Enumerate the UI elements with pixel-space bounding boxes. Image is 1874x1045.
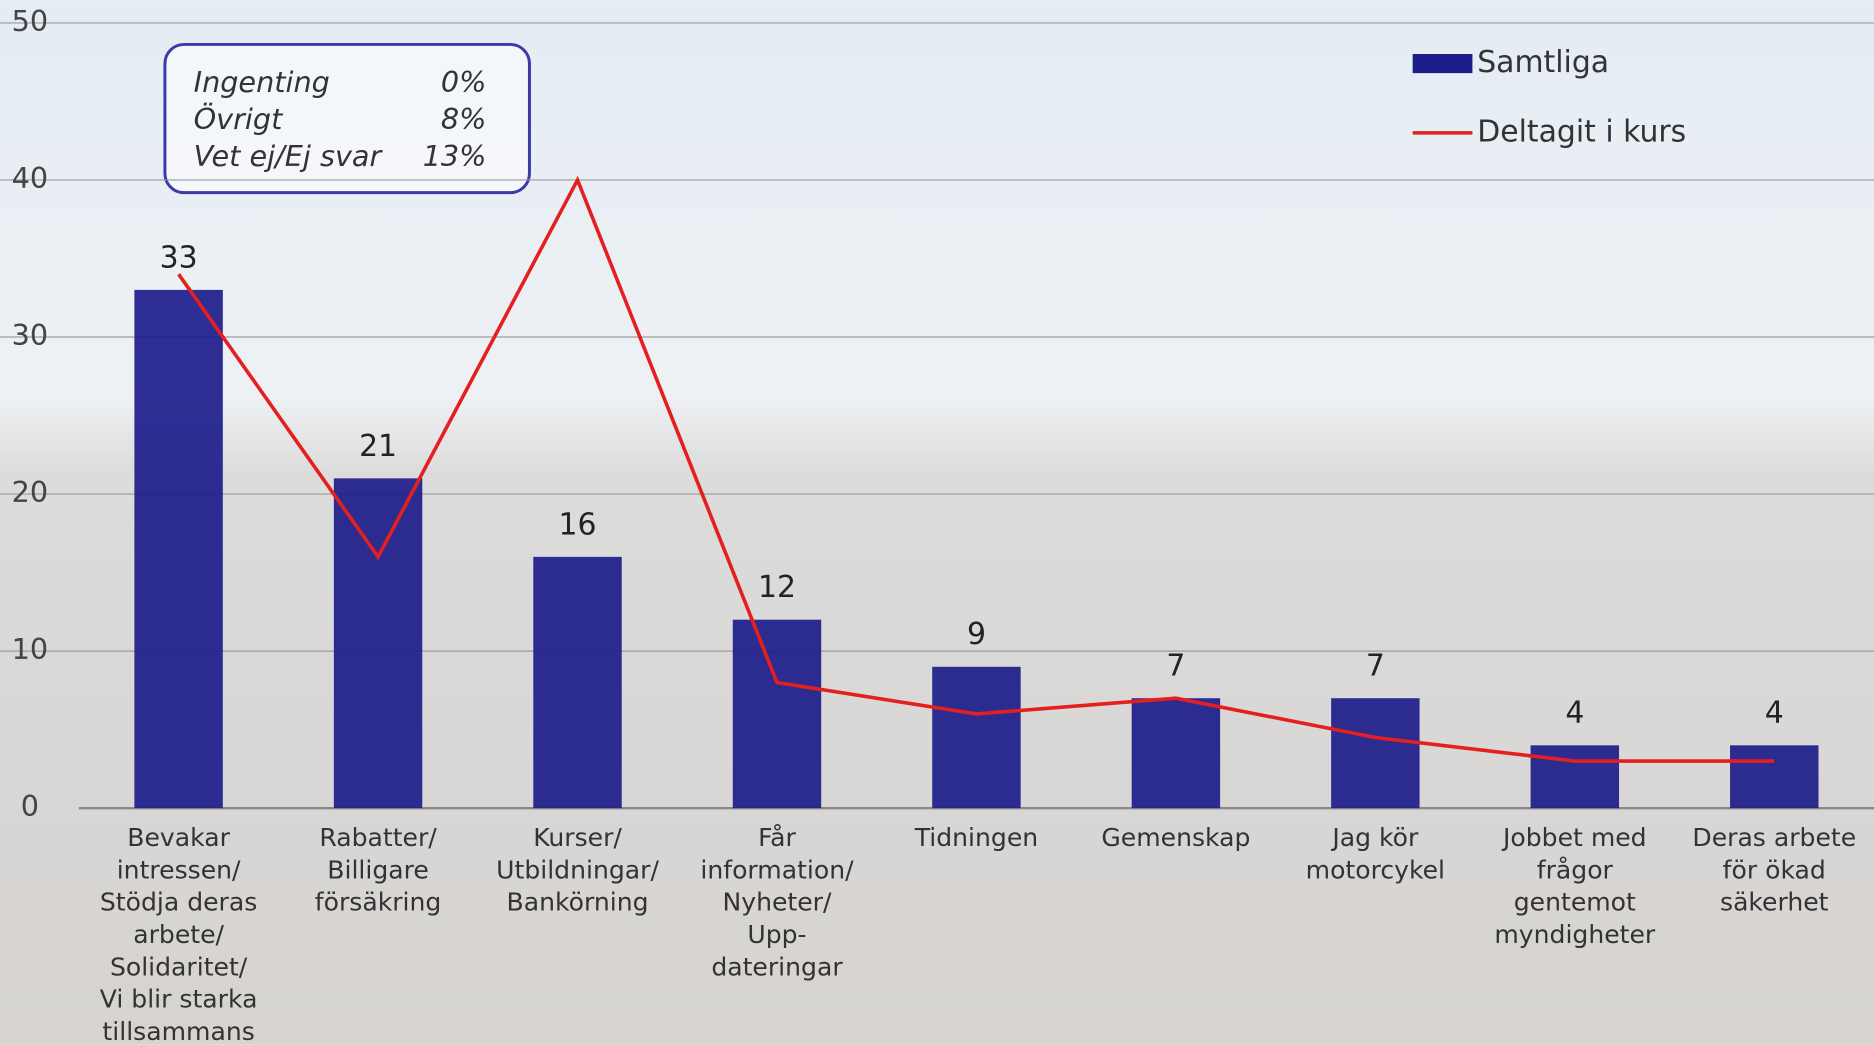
bar [732, 619, 822, 809]
x-tick-label-line: motorcykel [1306, 855, 1445, 884]
data-label: 4 [1765, 696, 1784, 731]
x-tick-label: Gemenskap [1101, 823, 1250, 852]
x-tick-label: Får information/Nyheter/Upp-dateringar [700, 823, 854, 981]
data-label: 21 [359, 429, 397, 464]
data-label: 12 [758, 570, 796, 605]
x-tick-label-line: Kurser/ [533, 823, 622, 852]
x-tick-label-line: försäkring [315, 888, 442, 917]
x-tick-label-line: information/ [700, 855, 854, 884]
x-tick-label-line: Stödja deras [100, 888, 257, 917]
x-tick-label-line: myndigheter [1494, 920, 1656, 949]
x-tick-label-line: dateringar [711, 952, 843, 981]
annotation-box [163, 42, 531, 195]
x-tick-label-line: Får [758, 823, 796, 852]
legend-swatch [1412, 54, 1473, 74]
data-label: 7 [1166, 649, 1185, 684]
x-tick-label-line: Gemenskap [1101, 823, 1250, 852]
y-tick-label: 20 [12, 475, 48, 509]
x-tick-label: Rabatter/Billigare försäkring [315, 823, 442, 917]
x-tick-label-line: Solidaritet/ [110, 952, 248, 981]
y-tick-label: 0 [21, 789, 39, 823]
annotation-value: 8% [441, 102, 487, 136]
y-tick-label: 50 [12, 4, 48, 38]
x-tick-label-line: Jag kör [1330, 823, 1419, 852]
bar [932, 666, 1021, 809]
bar [533, 556, 622, 809]
x-tick-label-line: arbete/ [133, 920, 224, 949]
data-label: 9 [967, 617, 986, 652]
line [177, 175, 1775, 763]
y-tick-label: 40 [12, 161, 48, 195]
y-tick-label: 10 [12, 632, 48, 666]
bar [1331, 698, 1420, 809]
annotation-label: Ingenting [194, 65, 330, 99]
bar [1530, 745, 1620, 809]
bar [1730, 745, 1819, 809]
x-tick-label-line: Upp- [747, 920, 806, 949]
x-tick-label-line: Utbildningar/ [496, 855, 659, 884]
annotation-value: 13% [423, 139, 487, 173]
x-tick-label: Bevakar intressen/Stödja deras arbete/Soli… [100, 823, 258, 1045]
legend-label: Samtliga [1477, 45, 1609, 80]
x-tick-label-line: tillsammans [102, 1017, 254, 1045]
data-label: 7 [1366, 649, 1385, 684]
x-tick-label: Kurser/Utbildningar/Bankörning [496, 823, 659, 917]
bar [134, 289, 223, 809]
x-tick-label-line: intressen/ [117, 855, 241, 884]
x-tick-label-line: Bevakar [127, 823, 230, 852]
x-tick-label-line: Vi blir starka [100, 985, 258, 1014]
data-label: 33 [160, 240, 198, 275]
y-tick-label: 30 [12, 318, 48, 352]
bar [1131, 698, 1221, 809]
x-tick-label-line: Billigare [327, 855, 429, 884]
x-tick-label-line: Rabatter/ [319, 823, 437, 852]
x-tick-label-line: gentemot [1514, 888, 1636, 917]
data-label: 4 [1565, 696, 1584, 731]
annotation-label: Övrigt [194, 102, 284, 136]
x-tick-label: Deras arbete för ökad säkerhet [1692, 823, 1856, 917]
annotation-label: Vet ej/Ej svar [194, 139, 384, 173]
x-tick-label-line: Jobbet med [1501, 823, 1647, 852]
x-tick-label: Tidningen [914, 823, 1038, 852]
x-tick-label-line: Tidningen [914, 823, 1038, 852]
x-tick-label-line: Deras arbete [1692, 823, 1856, 852]
x-tick-label-line: Nyheter/ [723, 888, 832, 917]
x-tick-label: Jobbet med frågor gentemot myndigheter [1494, 823, 1656, 949]
legend-label: Deltagit i kurs [1477, 114, 1686, 149]
x-tick-label-line: för ökad [1723, 855, 1826, 884]
data-label: 16 [559, 507, 597, 542]
x-tick-label-line: Bankörning [507, 888, 649, 917]
annotation-value: 0% [441, 65, 487, 99]
bar [333, 478, 423, 809]
x-tick-label-line: säkerhet [1720, 888, 1829, 917]
x-tick-label-line: frågor [1537, 855, 1614, 884]
x-tick-label: Jag kör motorcykel [1306, 823, 1445, 884]
